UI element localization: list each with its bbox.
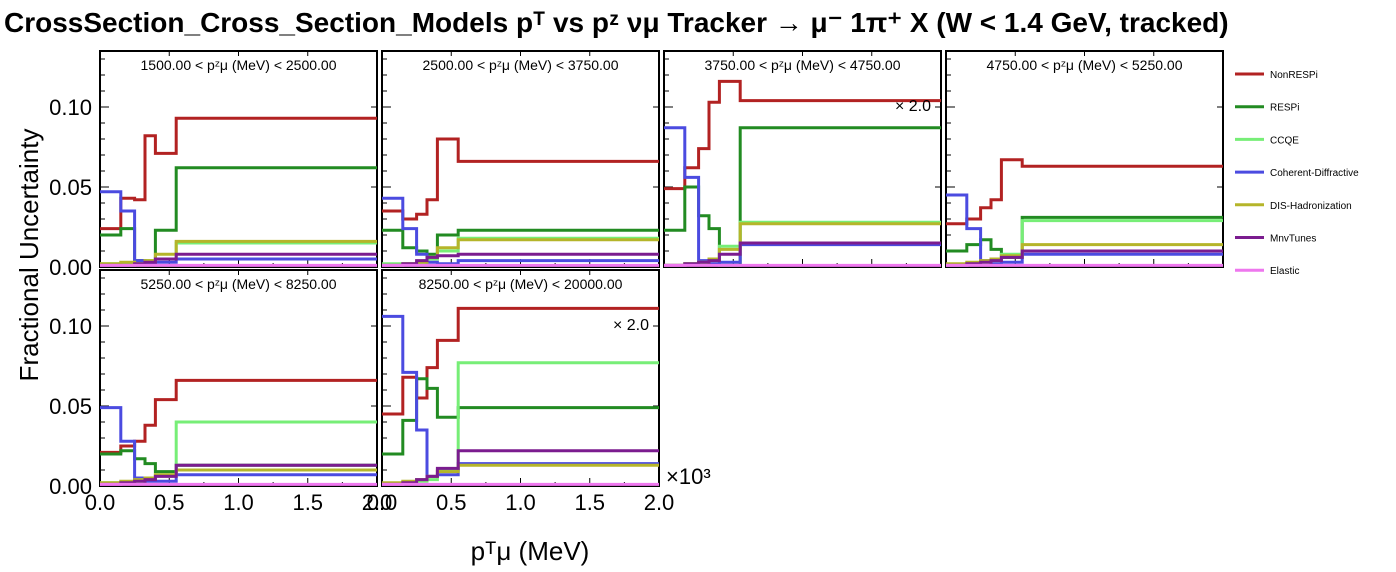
- legend-label: DIS-Hadronization: [1270, 201, 1352, 212]
- series-respi: [382, 377, 659, 456]
- y-tick-label: 0.05: [49, 394, 92, 419]
- x-exponent-label: ×10³: [666, 464, 711, 489]
- panel-6: 8250.00 < pᶻμ (MeV) < 20000.00 × 2.0 0.0 0.…: [367, 269, 675, 515]
- series-mnvtunes: [382, 252, 659, 267]
- legend-label: CCQE: [1270, 135, 1299, 146]
- y-tick-label: 0.10: [49, 95, 92, 120]
- axes-group: ×10³ pᵀμ (MeV) Fractional Uncertainty: [14, 129, 711, 566]
- legend-item-respi: RESPi: [1235, 103, 1299, 114]
- y-tick-label: 0.00: [49, 474, 92, 499]
- x-tick-label: 1.5: [574, 490, 605, 515]
- x-tick-label: 1.0: [223, 490, 254, 515]
- series-mnvtunes: [382, 449, 659, 486]
- panel-label: 2500.00 < pᶻμ (MeV) < 3750.00: [423, 57, 619, 73]
- y-tick-label: 0.00: [49, 255, 92, 280]
- panel-4: 4750.00 < pᶻμ (MeV) < 5250.00: [945, 50, 1224, 268]
- series-coherent-diffractive: [946, 193, 1223, 266]
- legend-item-coherent-diffractive: Coherent-Diffractive: [1235, 168, 1359, 179]
- panel-label: 1500.00 < pᶻμ (MeV) < 2500.00: [141, 57, 337, 73]
- series-coherent-diffractive: [382, 314, 659, 478]
- series-nonrespi: [100, 116, 377, 231]
- legend-item-elastic: Elastic: [1235, 266, 1299, 277]
- panel-scale: × 2.0: [613, 317, 649, 334]
- legend-item-dis-hadronization: DIS-Hadronization: [1235, 201, 1352, 212]
- x-tick-label: 1.5: [292, 490, 323, 515]
- x-tick-label: 0.0: [85, 490, 116, 515]
- legend-item-nonrespi: NonRESPi: [1235, 70, 1318, 81]
- series-nonrespi: [946, 158, 1223, 226]
- panel-frame: [99, 269, 378, 487]
- x-tick-label: 2.0: [644, 490, 675, 515]
- legend-label: Elastic: [1270, 266, 1299, 277]
- x-axis-label: pᵀμ (MeV): [471, 536, 590, 566]
- panel-2: 2500.00 < pᶻμ (MeV) < 3750.00: [381, 50, 660, 268]
- panel-frame: [663, 50, 942, 268]
- panels-group: 1500.00 < pᶻμ (MeV) < 2500.00 0.00 0.05 0.1…: [49, 50, 1224, 515]
- legend-label: MnvTunes: [1270, 234, 1316, 245]
- y-tick-label: 0.10: [49, 314, 92, 339]
- series-nonrespi: [382, 306, 659, 416]
- y-tick-label: 0.05: [49, 175, 92, 200]
- legend-label: Coherent-Diffractive: [1270, 168, 1359, 179]
- panel-frame: [381, 50, 660, 268]
- series-mnvtunes: [100, 463, 377, 486]
- panel-frame: [99, 50, 378, 268]
- series-mnvtunes: [946, 249, 1223, 267]
- x-tick-label: 0.5: [436, 490, 467, 515]
- panel-1: 1500.00 < pᶻμ (MeV) < 2500.00 0.00 0.05 0.1…: [49, 50, 378, 280]
- series-respi: [664, 126, 941, 267]
- panel-label: 4750.00 < pᶻμ (MeV) < 5250.00: [987, 57, 1183, 73]
- panel-frame: [945, 50, 1224, 268]
- legend: NonRESPi RESPi CCQE Coherent-Diffractive DIS…: [1235, 70, 1359, 277]
- legend-label: RESPi: [1270, 103, 1299, 114]
- chart-title: CrossSection_Cross_Section_Models pᵀ vs …: [4, 7, 1229, 38]
- x-tick-label: 2.0: [362, 490, 393, 515]
- series-respi: [100, 166, 377, 264]
- panel-3: 3750.00 < pᶻμ (MeV) < 4750.00 × 2.0: [663, 50, 942, 268]
- x-tick-label: 0.0: [367, 490, 398, 515]
- series-respi: [100, 449, 377, 474]
- legend-item-mnvtunes: MnvTunes: [1235, 234, 1316, 245]
- legend-item-ccqe: CCQE: [1235, 135, 1299, 146]
- panel-5: 5250.00 < pᶻμ (MeV) < 8250.00 0.0 0.5 1.0 1.…: [49, 269, 393, 515]
- series-respi: [382, 228, 659, 256]
- panel-label: 5250.00 < pᶻμ (MeV) < 8250.00: [141, 276, 337, 292]
- x-tick-label: 1.0: [505, 490, 536, 515]
- y-axis-label: Fractional Uncertainty: [14, 129, 44, 382]
- x-tick-label: 0.5: [154, 490, 185, 515]
- panel-scale: × 2.0: [895, 98, 931, 115]
- series-respi: [946, 215, 1223, 259]
- series-nonrespi: [100, 378, 377, 454]
- series-dis-hadronization: [946, 243, 1223, 266]
- series-mnvtunes: [664, 241, 941, 267]
- series-dis-hadronization: [100, 239, 377, 266]
- series-nonrespi: [382, 137, 659, 221]
- panel-label: 8250.00 < pᶻμ (MeV) < 20000.00: [419, 276, 623, 292]
- legend-label: NonRESPi: [1270, 70, 1318, 81]
- series-ccqe: [946, 219, 1223, 267]
- panel-label: 3750.00 < pᶻμ (MeV) < 4750.00: [705, 57, 901, 73]
